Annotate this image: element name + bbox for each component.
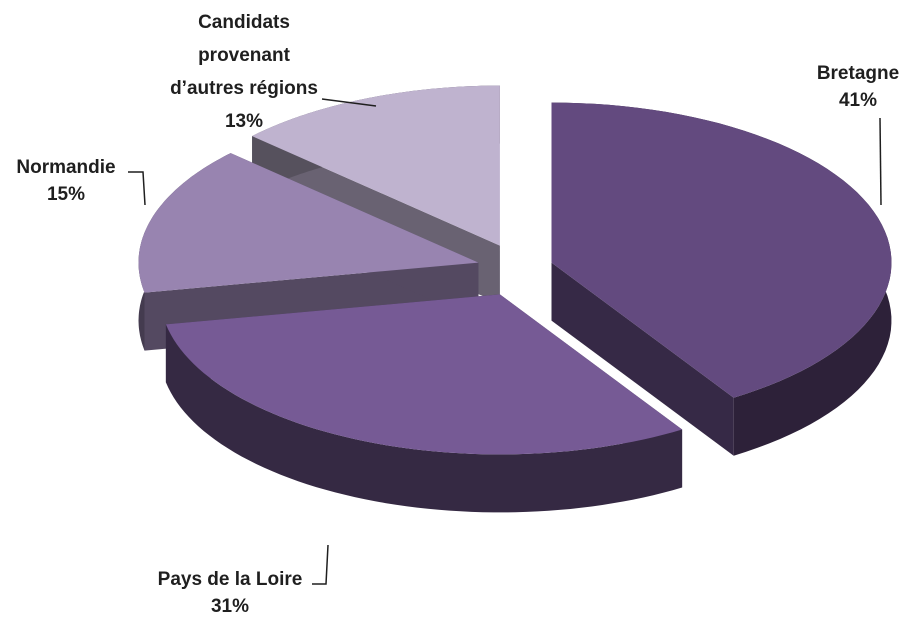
category-label: Normandie [16, 157, 116, 178]
slice-label: Bretagne 41% [798, 60, 918, 114]
slice [551, 102, 892, 398]
value-label: 41% [838, 90, 878, 111]
slice [252, 85, 500, 246]
slice-label: Normandie 15% [6, 154, 126, 208]
slice [165, 294, 683, 455]
slice-side [551, 262, 734, 456]
category-label: Bretagne [816, 63, 900, 84]
slice-label: Candidats provenant d’autres régions 13% [160, 6, 328, 138]
slice-label: Pays de la Loire 31% [130, 566, 330, 620]
category-label: Pays de la Loire [157, 569, 303, 590]
pie [138, 85, 892, 513]
page: Bretagne 41% Pays de la Loire 31% Norman… [6, 6, 918, 617]
slice-wall [165, 324, 683, 513]
leader-line [128, 171, 146, 206]
leader-line [879, 117, 882, 206]
leader-line [312, 544, 329, 585]
slice [138, 153, 479, 293]
category-label: Candidats provenant d’autres régions [170, 12, 318, 99]
value-label: 13% [224, 111, 264, 132]
leader-line [321, 98, 377, 107]
chart [128, 85, 892, 585]
value-label: 15% [46, 184, 86, 205]
